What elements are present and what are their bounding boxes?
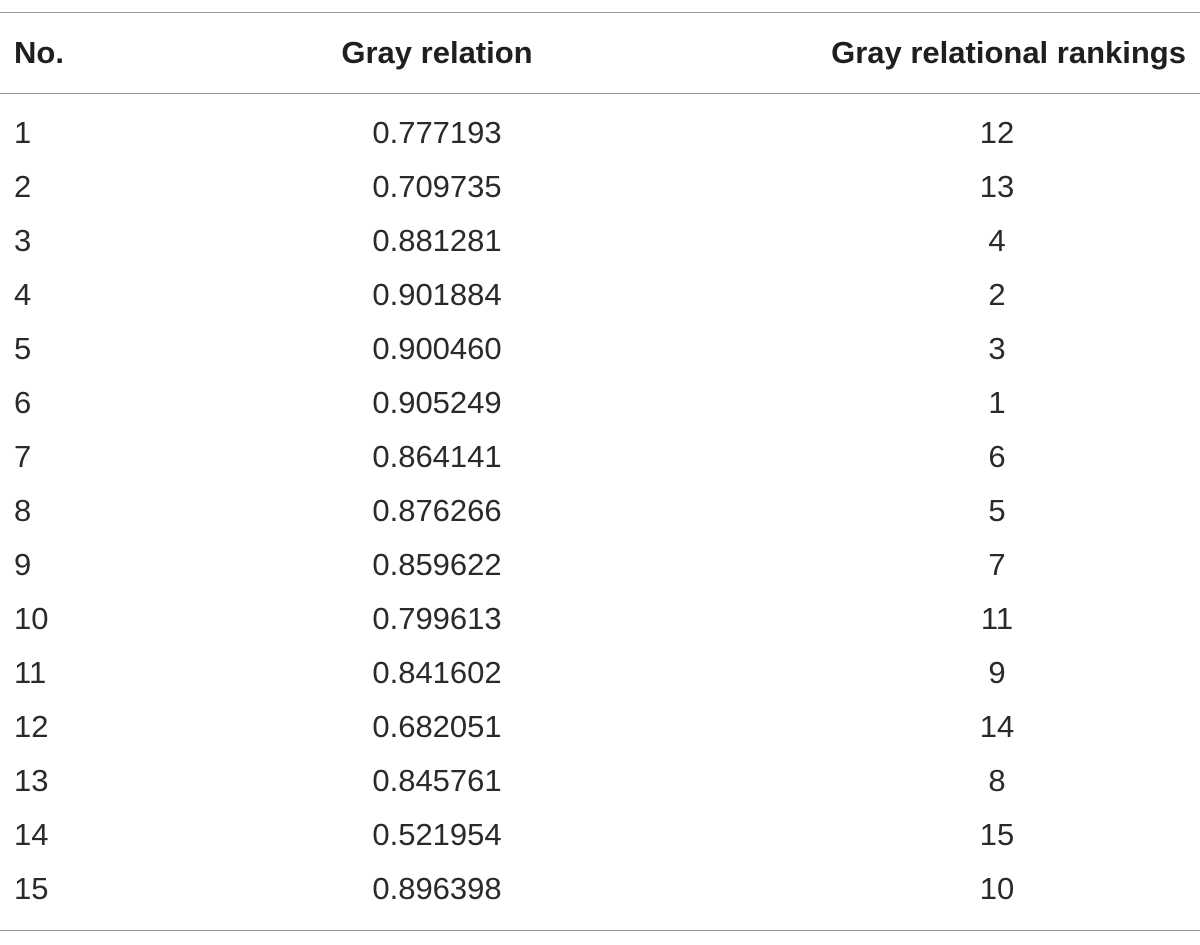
table-body: 1 0.777193 12 2 0.709735 13 3 0.881281 4 4 0.90188…	[0, 94, 1200, 930]
cell-ranking: 5	[988, 493, 1006, 528]
cell-ranking: 10	[979, 871, 1015, 906]
cell-no: 10	[14, 601, 49, 636]
header-gray-relation: Gray relation	[341, 35, 533, 70]
cell-ranking: 3	[988, 331, 1006, 366]
cell-gray-relation: 0.799613	[372, 601, 502, 636]
table-header-rule	[0, 93, 1200, 94]
cell-no: 7	[14, 439, 32, 474]
cell-gray-relation: 0.859622	[372, 547, 502, 582]
table-row: 12 0.682051 14	[0, 700, 1200, 754]
cell-gray-relation: 0.841602	[372, 655, 502, 690]
cell-no: 14	[14, 817, 49, 852]
table-row: 7 0.864141 6	[0, 430, 1200, 484]
table-row: 14 0.521954 15	[0, 808, 1200, 862]
cell-gray-relation: 0.864141	[372, 439, 502, 474]
cell-no: 4	[14, 277, 32, 312]
cell-ranking: 11	[980, 601, 1014, 636]
cell-no: 11	[14, 655, 47, 690]
cell-gray-relation: 0.905249	[372, 385, 502, 420]
table-top-rule	[0, 12, 1200, 13]
cell-gray-relation: 0.682051	[372, 709, 502, 744]
cell-ranking: 8	[988, 763, 1006, 798]
table-row: 6 0.905249 1	[0, 376, 1200, 430]
cell-no: 3	[14, 223, 32, 258]
table-row: 11 0.841602 9	[0, 646, 1200, 700]
header-no: No.	[14, 35, 64, 70]
cell-ranking: 1	[988, 385, 1006, 420]
cell-no: 6	[14, 385, 32, 420]
table-bottom-rule	[0, 930, 1200, 931]
cell-ranking: 15	[979, 817, 1015, 852]
cell-ranking: 14	[979, 709, 1015, 744]
cell-gray-relation: 0.901884	[372, 277, 502, 312]
table-row: 4 0.901884 2	[0, 268, 1200, 322]
cell-no: 2	[14, 169, 32, 204]
cell-gray-relation: 0.777193	[372, 115, 502, 150]
cell-gray-relation: 0.845761	[372, 763, 502, 798]
cell-ranking: 6	[988, 439, 1006, 474]
cell-ranking: 2	[988, 277, 1006, 312]
cell-ranking: 13	[979, 169, 1015, 204]
table-row: 5 0.900460 3	[0, 322, 1200, 376]
cell-gray-relation: 0.896398	[372, 871, 502, 906]
table-row: 10 0.799613 11	[0, 592, 1200, 646]
cell-ranking: 7	[988, 547, 1006, 582]
table-row: 13 0.845761 8	[0, 754, 1200, 808]
cell-no: 15	[14, 871, 49, 906]
cell-no: 13	[14, 763, 49, 798]
cell-ranking: 4	[988, 223, 1006, 258]
table-row: 15 0.896398 10	[0, 862, 1200, 916]
cell-gray-relation: 0.876266	[372, 493, 502, 528]
cell-ranking: 12	[979, 115, 1015, 150]
cell-gray-relation: 0.881281	[372, 223, 502, 258]
cell-gray-relation: 0.900460	[372, 331, 502, 366]
cell-no: 5	[14, 331, 32, 366]
table-header-row: No. Gray relation Gray relational rankin…	[0, 13, 1200, 93]
gray-relation-table: No. Gray relation Gray relational rankin…	[0, 12, 1200, 931]
table-row: 9 0.859622 7	[0, 538, 1200, 592]
cell-no: 12	[14, 709, 49, 744]
table-row: 2 0.709735 13	[0, 160, 1200, 214]
cell-no: 8	[14, 493, 32, 528]
table-row: 3 0.881281 4	[0, 214, 1200, 268]
cell-gray-relation: 0.521954	[372, 817, 502, 852]
cell-no: 9	[14, 547, 32, 582]
table-row: 1 0.777193 12	[0, 106, 1200, 160]
cell-gray-relation: 0.709735	[372, 169, 502, 204]
cell-ranking: 9	[988, 655, 1006, 690]
header-gray-relational-rankings: Gray relational rankings	[831, 35, 1186, 70]
table-row: 8 0.876266 5	[0, 484, 1200, 538]
cell-no: 1	[14, 115, 32, 150]
